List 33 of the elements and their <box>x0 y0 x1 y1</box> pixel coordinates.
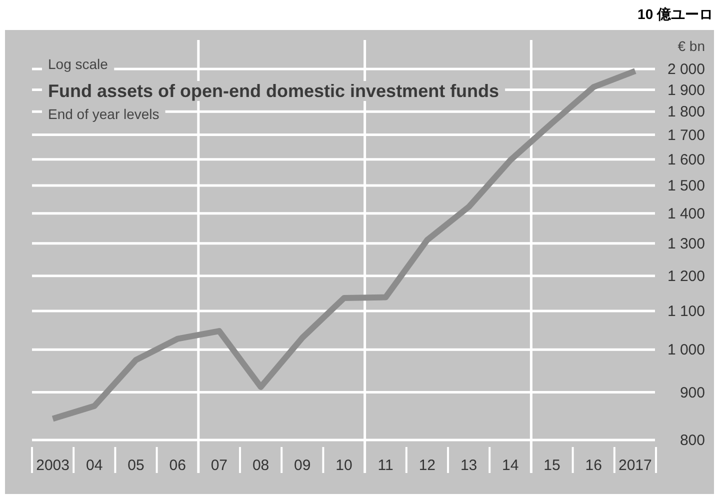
x-tick-label: 14 <box>502 457 519 474</box>
x-tick-label: 16 <box>585 457 602 474</box>
y-axis-title: € bn <box>678 38 705 54</box>
text: End of year levels <box>48 106 160 122</box>
y-tick-label: 1 800 <box>667 104 705 121</box>
text: Fund assets of open-end domestic investment funds <box>48 81 500 101</box>
y-tick-label: 1 400 <box>667 205 705 222</box>
y-tick-label: 1 500 <box>667 177 705 194</box>
y-tick-label: 1 100 <box>667 303 705 320</box>
y-tick-label: 900 <box>680 384 705 402</box>
x-tick-label: 2017 <box>618 457 652 474</box>
x-tick-label: 13 <box>460 457 478 474</box>
x-tick-label: 15 <box>544 457 560 474</box>
x-tick-label: 12 <box>418 457 436 474</box>
x-tick-label: 08 <box>252 457 270 474</box>
y-tick-label: 1 700 <box>667 126 705 144</box>
x-tick-label: 2003 <box>36 457 70 474</box>
text: 10 億ユーロ <box>638 6 713 22</box>
x-tick-label: 05 <box>128 457 144 474</box>
x-tick-label: 06 <box>169 457 186 474</box>
x-tick-label: 04 <box>86 457 103 474</box>
y-tick-label: 800 <box>680 432 705 449</box>
x-tick-label: 09 <box>294 457 311 474</box>
x-tick-label: 07 <box>210 457 228 474</box>
y-tick-label: 1 900 <box>667 82 705 99</box>
annotation: Log scale <box>48 56 108 72</box>
y-tick-label: 1 300 <box>667 235 705 252</box>
y-tick-label: 2 000 <box>667 61 705 78</box>
x-tick-label: 11 <box>378 457 394 474</box>
y-tick-label: 1 600 <box>667 151 705 168</box>
x-tick-label: 10 <box>336 457 352 474</box>
y-tick-label: 1 000 <box>667 342 705 359</box>
y-tick-label: 1 200 <box>667 268 705 285</box>
